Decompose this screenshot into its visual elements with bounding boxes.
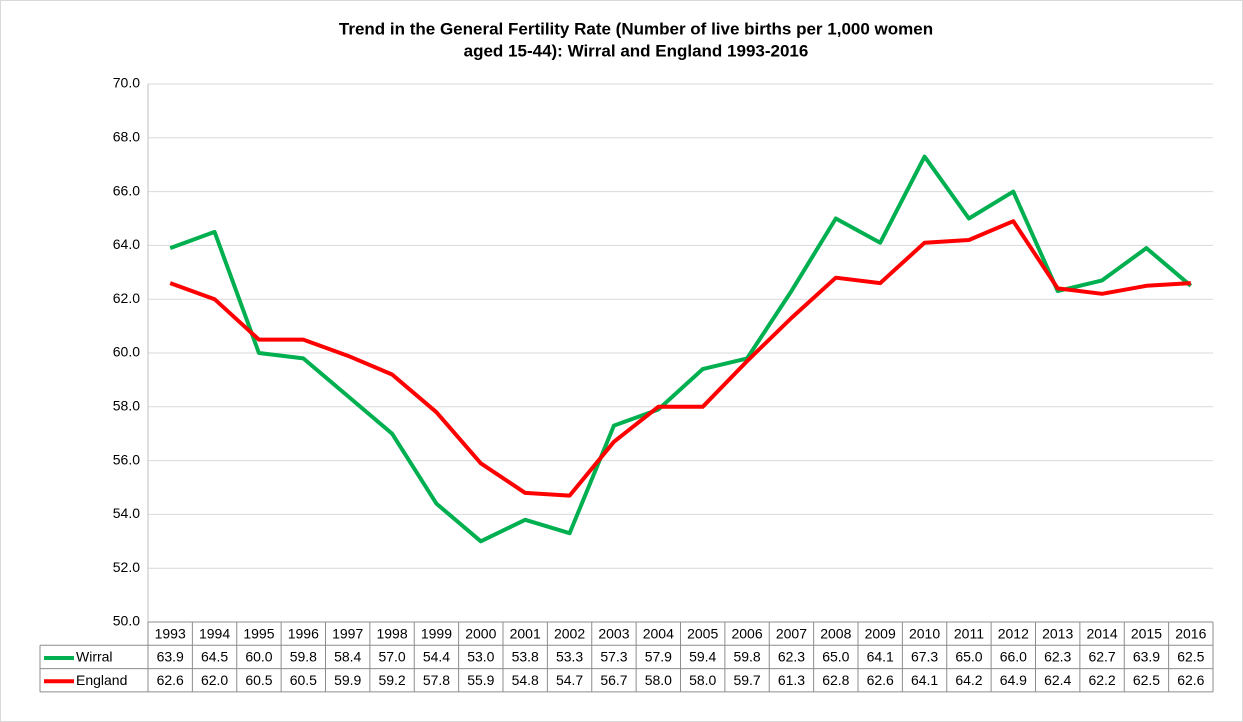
table-value: 62.6 (867, 672, 894, 688)
table-value: 65.0 (955, 649, 982, 665)
x-tick-label: 2012 (998, 625, 1029, 641)
x-tick-label: 1995 (243, 625, 274, 641)
x-tick-label: 1998 (376, 625, 407, 641)
table-value: 59.7 (733, 672, 760, 688)
table-value: 62.3 (778, 649, 805, 665)
table-value: 58.0 (645, 672, 672, 688)
x-tick-label: 1997 (332, 625, 363, 641)
x-tick-label: 2016 (1175, 625, 1206, 641)
x-tick-label: 2010 (909, 625, 940, 641)
table-value: 58.0 (689, 672, 716, 688)
table-value: 63.9 (1133, 649, 1160, 665)
chart-title: Trend in the General Fertility Rate (Num… (339, 19, 933, 38)
table-value: 64.5 (201, 649, 228, 665)
table-value: 66.0 (1000, 649, 1027, 665)
table-value: 62.7 (1088, 649, 1115, 665)
table-value: 67.3 (911, 649, 938, 665)
x-tick-label: 2000 (465, 625, 496, 641)
y-tick-label: 50.0 (113, 613, 140, 629)
table-value: 53.3 (556, 649, 583, 665)
x-tick-label: 2009 (865, 625, 896, 641)
table-value: 57.8 (423, 672, 450, 688)
x-tick-label: 2014 (1086, 625, 1117, 641)
y-tick-label: 58.0 (113, 398, 140, 414)
table-value: 57.9 (645, 649, 672, 665)
x-tick-label: 2001 (510, 625, 541, 641)
table-value: 62.2 (1088, 672, 1115, 688)
x-tick-label: 2015 (1131, 625, 1162, 641)
table-value: 64.1 (867, 649, 894, 665)
table-value: 61.3 (778, 672, 805, 688)
x-tick-label: 2013 (1042, 625, 1073, 641)
table-value: 59.8 (733, 649, 760, 665)
table-value: 54.7 (556, 672, 583, 688)
y-tick-label: 56.0 (113, 451, 140, 467)
table-value: 59.2 (378, 672, 405, 688)
table-value: 59.4 (689, 649, 716, 665)
y-tick-label: 54.0 (113, 505, 140, 521)
table-value: 54.4 (423, 649, 450, 665)
legend-label: Wirral (76, 649, 113, 665)
table-value: 64.1 (911, 672, 938, 688)
y-tick-label: 62.0 (113, 290, 140, 306)
x-tick-label: 2004 (643, 625, 674, 641)
x-tick-label: 2006 (731, 625, 762, 641)
y-tick-label: 68.0 (113, 129, 140, 145)
table-value: 60.0 (245, 649, 272, 665)
x-tick-label: 2011 (954, 625, 984, 641)
legend-label: England (76, 672, 127, 688)
x-tick-label: 2005 (687, 625, 718, 641)
table-value: 62.8 (822, 672, 849, 688)
x-tick-label: 1994 (199, 625, 230, 641)
x-tick-label: 2007 (776, 625, 807, 641)
y-tick-label: 52.0 (113, 559, 140, 575)
y-tick-label: 64.0 (113, 236, 140, 252)
x-tick-label: 2003 (598, 625, 629, 641)
table-value: 56.7 (600, 672, 627, 688)
table-value: 62.4 (1044, 672, 1071, 688)
x-tick-label: 1996 (288, 625, 319, 641)
table-value: 54.8 (512, 672, 539, 688)
table-value: 62.0 (201, 672, 228, 688)
x-tick-label: 1999 (421, 625, 452, 641)
table-value: 57.0 (378, 649, 405, 665)
table-value: 58.4 (334, 649, 361, 665)
table-value: 64.2 (955, 672, 982, 688)
table-value: 62.6 (1177, 672, 1204, 688)
table-value: 64.9 (1000, 672, 1027, 688)
table-value: 60.5 (245, 672, 272, 688)
table-value: 57.3 (600, 649, 627, 665)
table-value: 65.0 (822, 649, 849, 665)
table-value: 63.9 (157, 649, 184, 665)
y-tick-label: 66.0 (113, 182, 140, 198)
y-tick-label: 60.0 (113, 344, 140, 360)
table-value: 62.5 (1177, 649, 1204, 665)
table-value: 53.0 (467, 649, 494, 665)
table-value: 55.9 (467, 672, 494, 688)
table-value: 53.8 (512, 649, 539, 665)
series-line (169, 219, 1191, 498)
chart-title: aged 15-44): Wirral and England 1993-201… (464, 41, 809, 60)
table-value: 59.8 (290, 649, 317, 665)
y-tick-label: 70.0 (113, 75, 140, 91)
table-value: 62.3 (1044, 649, 1071, 665)
x-tick-label: 2008 (820, 625, 851, 641)
series-line (169, 154, 1193, 544)
x-tick-label: 1993 (155, 625, 186, 641)
table-value: 62.5 (1133, 672, 1160, 688)
table-value: 59.9 (334, 672, 361, 688)
table-value: 62.6 (157, 672, 184, 688)
table-value: 60.5 (290, 672, 317, 688)
x-tick-label: 2002 (554, 625, 585, 641)
